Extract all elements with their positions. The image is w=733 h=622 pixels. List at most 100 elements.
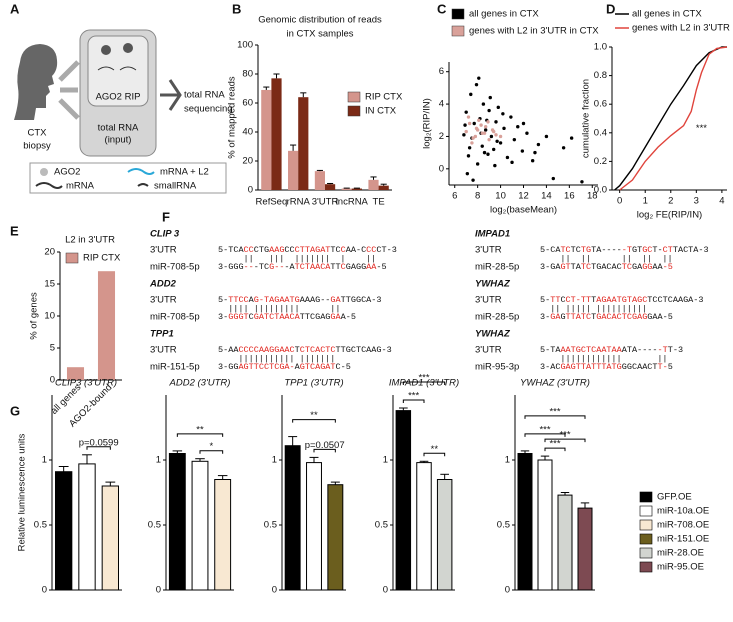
sequence-letter: T: [330, 362, 335, 372]
sequence-letter: C: [652, 295, 657, 305]
x-tick-label: 8: [475, 191, 480, 202]
sequence-letter: A: [632, 345, 638, 355]
sequence-letter: G: [550, 262, 555, 272]
sequence-letter: A: [673, 295, 679, 305]
point: [462, 133, 466, 137]
y-tick-label: 0: [248, 185, 253, 196]
sequence-letter: G: [238, 312, 243, 322]
sequence-letter: G: [632, 245, 637, 255]
sequence-letter: 3: [218, 262, 223, 272]
sequence-letter: G: [228, 362, 233, 372]
sequence-letter: C: [310, 362, 315, 372]
sequence-letter: -: [371, 295, 376, 305]
chart-title: ADD2 (3'UTR): [169, 378, 231, 389]
panel-label: F: [162, 209, 170, 224]
x-tick-label: lncRNA: [336, 197, 369, 208]
sequence-letter: G: [627, 362, 632, 372]
point: [495, 139, 499, 144]
sequence-letter: A: [310, 262, 316, 272]
sequence-letter: C: [238, 295, 243, 305]
sequence: 5-TAAATGCTCAATAAATA-----TT-3: [540, 345, 683, 355]
sequence-letter: -: [663, 362, 668, 372]
sequence-letter: G: [622, 362, 627, 372]
bar: [306, 462, 322, 591]
sequence-letter: A: [346, 245, 352, 255]
point: [486, 120, 490, 124]
sequence-letter: A: [290, 262, 296, 272]
legend-label: mRNA: [66, 181, 95, 192]
sequence-letter: T: [300, 245, 305, 255]
point: [464, 110, 468, 114]
sequence-letter: -: [663, 262, 668, 272]
sequence: 5-TTCCT-TTTAGAATGTAGCTCCTCAAGA-3: [540, 295, 704, 305]
sequence-letter: T: [550, 345, 555, 355]
sequence-letter: T: [668, 245, 673, 255]
smallrna-icon: [137, 183, 149, 187]
sequence-letter: -: [642, 345, 647, 355]
sequence-letter: 5: [346, 362, 351, 372]
sequence-letter: -: [249, 262, 254, 272]
sequence-letter: A: [576, 312, 582, 322]
sequence-letter: -: [290, 362, 295, 372]
sequence-letter: A: [315, 345, 321, 355]
bar: [97, 271, 116, 380]
chart-title: CLIP3 (3'UTR): [55, 378, 117, 389]
sequence-letter: -: [223, 262, 228, 272]
sequence-letter: G: [576, 345, 581, 355]
point: [533, 150, 537, 155]
bar: [577, 507, 593, 591]
sequence-letter: T: [571, 345, 576, 355]
chart-title: Genomic distribution of reads: [258, 15, 382, 26]
point: [471, 178, 475, 182]
sequence-letter: A: [310, 295, 316, 305]
legend-swatch: [639, 491, 653, 503]
sequence-letter: C: [566, 295, 571, 305]
point: [502, 126, 506, 131]
sequence-letter: A: [238, 362, 244, 372]
y-tick-label: 0.0: [594, 185, 607, 196]
panel-label: B: [232, 1, 241, 16]
sequence-letter: A: [325, 362, 331, 372]
sequence-letter: A: [320, 245, 326, 255]
sequence-letter: A: [305, 295, 311, 305]
sequence-letter: T: [336, 345, 341, 355]
sequence-letter: T: [382, 245, 387, 255]
point: [580, 180, 584, 184]
sequence-letter: -: [617, 245, 622, 255]
sequence-letter: A: [233, 345, 239, 355]
point: [510, 160, 514, 165]
panel-label: A: [10, 1, 20, 16]
significance-label: p=0.0599: [79, 437, 119, 448]
sequence-letter: -: [622, 245, 627, 255]
sequence-letter: G: [596, 312, 601, 322]
sequence-letter: -: [545, 245, 550, 255]
significance-bracket: [402, 399, 425, 403]
y-tick-label: 20: [242, 156, 253, 167]
bar: [436, 479, 453, 591]
mirna-name: miR-28-5p: [475, 312, 519, 323]
sequence-letter: A: [658, 262, 664, 272]
sequence-letter: -: [254, 262, 259, 272]
sequence-letter: -: [259, 295, 264, 305]
point: [479, 123, 483, 127]
legend-label: RIP CTX: [365, 92, 403, 103]
sequence-letter: 3: [540, 312, 545, 322]
sequence-letter: C: [284, 245, 289, 255]
sequence-letter: T: [591, 295, 596, 305]
sequence-letter: -: [647, 345, 652, 355]
sequence-letter: A: [336, 312, 342, 322]
sequence-letter: 3: [704, 245, 709, 255]
legend-label: mRNA + L2: [160, 167, 209, 178]
significance-bracket: [524, 433, 566, 437]
sequence-letter: G: [683, 295, 688, 305]
y-tick-label: 6: [439, 66, 444, 77]
sequence-letter: T: [264, 312, 269, 322]
sequence-letter: T: [566, 262, 571, 272]
sequence-letter: A: [601, 345, 607, 355]
gene-name: IMPAD1: [475, 229, 510, 240]
sequence-letter: C: [361, 345, 366, 355]
sequence-letter: C: [249, 312, 254, 322]
sequence-letter: C: [290, 312, 295, 322]
sequence-letter: G: [269, 345, 274, 355]
sequence-letter: G: [320, 362, 325, 372]
